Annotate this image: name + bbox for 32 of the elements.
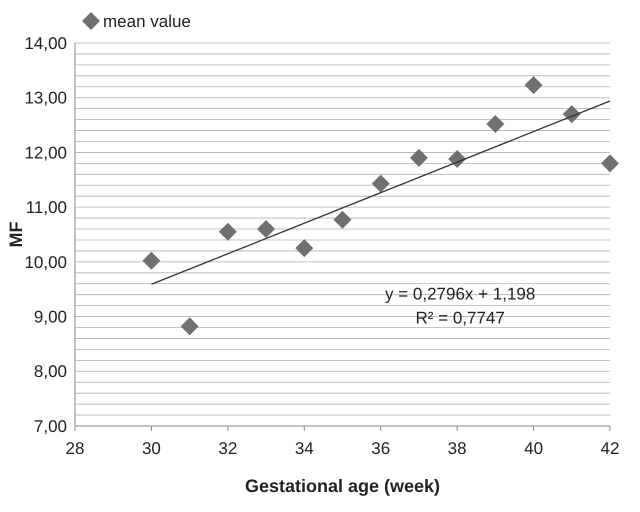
x-tick-label: 42: [600, 439, 620, 458]
y-tick-label: 7,00: [34, 416, 67, 436]
y-tick-label: 12,00: [24, 143, 67, 162]
x-tick-label: 32: [218, 439, 238, 458]
point: [295, 239, 314, 258]
point: [257, 220, 276, 238]
annotation: R² = 0,7747: [416, 308, 505, 328]
y-tick-label: 11,00: [26, 198, 67, 218]
y-axis-title: MF: [6, 222, 26, 248]
x-tick-label: 28: [66, 439, 84, 458]
point: [486, 114, 504, 133]
x-tick-label: 38: [448, 439, 467, 458]
x-tick-label: 36: [371, 439, 390, 458]
point: [372, 174, 390, 193]
legend-label: mean value: [103, 12, 191, 31]
y-tick-label: 13,00: [24, 88, 67, 108]
x-tick-label: 34: [294, 439, 314, 458]
point: [142, 252, 160, 270]
point: [601, 154, 619, 172]
point: [180, 317, 199, 336]
y-tick-label: 9,00: [34, 308, 67, 327]
annotation: y = 0,2796x + 1,198: [385, 284, 536, 304]
x-tick-label: 30: [142, 439, 161, 458]
point: [334, 210, 352, 229]
point: [218, 222, 237, 241]
y-tick-label: 8,00: [34, 362, 67, 382]
x-axis-title: Gestational age (week): [244, 476, 440, 496]
y-tick-label: 10,00: [24, 252, 67, 272]
x-tick-label: 40: [524, 439, 544, 458]
point: [410, 148, 428, 167]
point: [524, 76, 543, 94]
y-tick-label: 14,00: [24, 34, 67, 53]
